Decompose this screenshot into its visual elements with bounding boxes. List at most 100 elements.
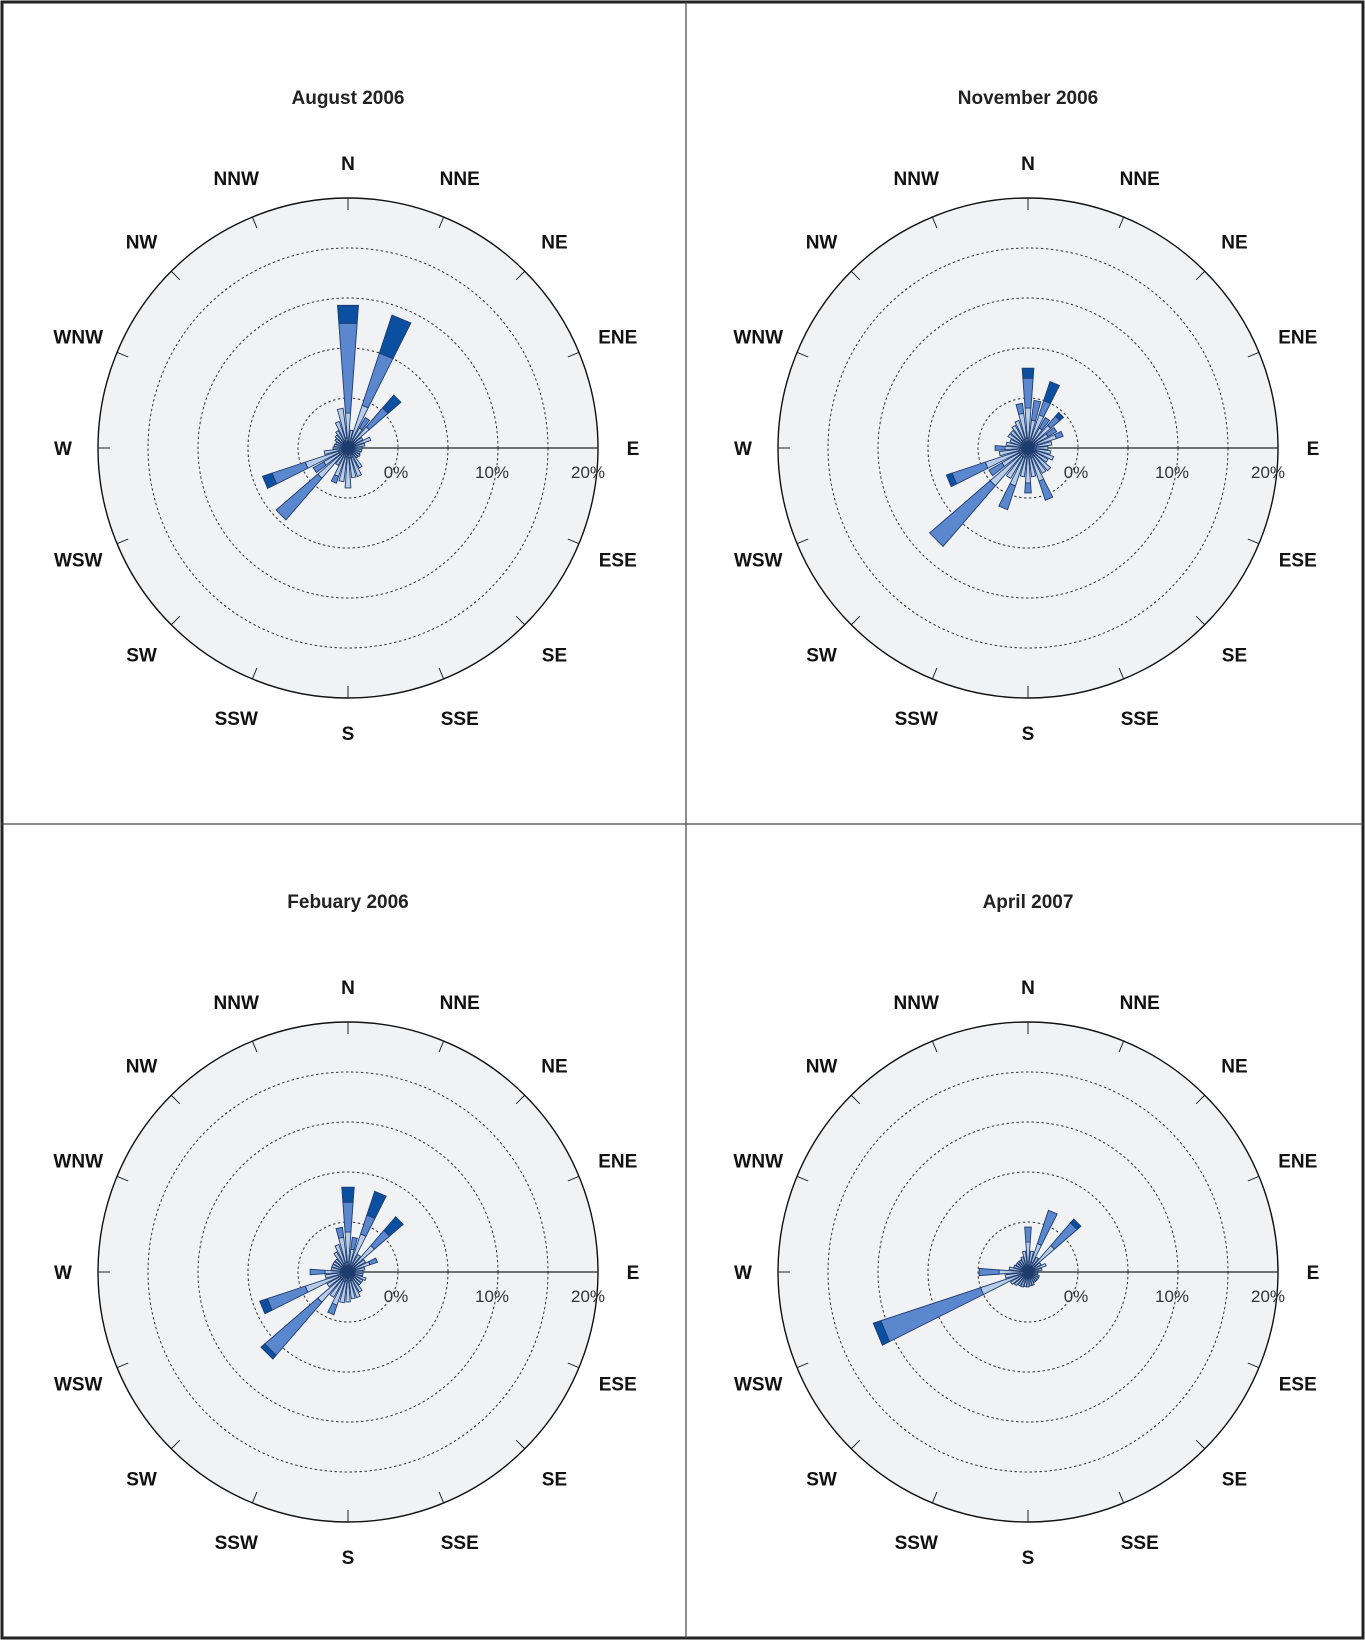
rim-tick [796,1362,809,1369]
rim-tick [170,270,181,281]
wind-sector-segment [383,1216,404,1237]
direction-label-s: S [1022,724,1035,745]
wind-sector-segment [1009,1274,1024,1285]
rim-tick [438,667,445,680]
wind-sector-segment [350,456,363,478]
wind-sector-segment [261,472,278,490]
direction-label-ene: ENE [598,1151,637,1172]
wind-sector-segment [330,1266,342,1272]
panel-title: April 2007 [983,892,1074,913]
wind-sector-segment [333,1251,345,1267]
wind-sector-segment [275,473,323,521]
wind-rose-panel-2: November 2006 N NNE NE ENE E ESE SE SSE S SSW SW WSW… [733,88,1319,745]
rim-tick [850,1094,861,1105]
rim-tick [251,667,258,680]
direction-label-sse: SSE [441,1533,479,1554]
wind-sector-segment [327,1302,338,1316]
wind-sector-segment [1054,430,1064,440]
radial-tick-label: 20% [571,463,605,482]
wind-sector-segment [1036,441,1053,448]
direction-label-wnw: WNW [733,1151,783,1172]
wind-sector-segment [1007,433,1023,445]
rim-tick [251,216,258,229]
direction-label-sw: SW [126,1469,157,1490]
direction-label-ene: ENE [1278,1151,1317,1172]
wind-sector-segment [994,445,1006,451]
wind-sector-segment [326,1275,342,1288]
direction-label-w: W [54,1263,72,1284]
rim-tick [567,1175,580,1182]
direction-label-w: W [734,1263,752,1284]
wind-sector-segment [324,1272,341,1279]
radial-tick-label: 20% [1251,1287,1285,1306]
wind-sector-segment [1020,1276,1027,1288]
panel-title: November 2006 [958,88,1098,109]
direction-label-s: S [342,1548,355,1569]
wind-sector-segment [1023,1277,1028,1288]
direction-label-ne: NE [541,1057,567,1078]
direction-label-s: S [1022,1548,1035,1569]
wind-sector-segment [1015,1262,1024,1270]
wind-sector-segment [1024,482,1032,494]
wind-sector-segment [998,483,1016,511]
wind-sector-segment [1036,1209,1058,1246]
direction-label-sw: SW [806,645,837,666]
wind-sector-segment [353,1270,364,1274]
wind-sector-segment [334,1243,346,1265]
rim-tick [1195,1439,1206,1450]
direction-label-ne: NE [1221,1057,1247,1078]
wind-sector-segment [1029,1275,1037,1284]
wind-sector-segment [1005,441,1021,448]
wind-sector-segment [348,1280,356,1300]
wind-sector-segment [378,314,412,360]
wind-sector-segment [1021,367,1035,379]
wind-sector-segment [1069,1218,1082,1231]
radial-tick-label: 0% [1064,1287,1089,1306]
direction-label-wnw: WNW [53,1151,103,1172]
wind-sector-segment [333,443,343,448]
wind-sector-segment [1031,1273,1040,1281]
direction-label-wnw: WNW [733,327,783,348]
wind-sector-segment [339,1280,348,1304]
rim-tick [1247,351,1260,358]
wind-sector-segment [351,451,359,459]
wind-sector-segment [334,438,344,446]
wind-sector-segment [1018,1259,1026,1268]
panels: August 2006NNNENEENEEESESESSESSSWSWWSWWW… [53,88,1319,1569]
rim-tick [1195,270,1206,281]
wind-sector-segment [945,472,958,488]
direction-label-n: N [1021,154,1035,175]
wind-sector-segment [348,429,354,443]
wind-sector-segment [1020,1256,1027,1268]
wind-sector-segment [1009,429,1024,444]
wind-sector-segment [1045,427,1058,438]
rim-tick [251,1040,258,1053]
wind-sector-segment [345,1281,351,1303]
wind-sector-segment [1013,1275,1025,1287]
wind-sector-segment [334,434,345,445]
wind-sector-segment [382,394,402,414]
wind-sector-segment [1032,1262,1042,1270]
radial-tick-label: 10% [475,463,509,482]
rim-tick [796,1175,809,1182]
wind-sector-segment [352,448,363,453]
wind-sector-segment [1033,1267,1043,1272]
wind-sector-segment [1028,1277,1033,1287]
direction-label-sse: SSE [441,709,479,730]
wind-sector-segment [323,448,340,455]
direction-label-e: E [1307,439,1320,460]
wind-sector-segment [336,407,348,439]
rim-tick [850,270,861,281]
wind-sector-segment [348,457,357,479]
wind-sector-segment [367,1257,379,1266]
wind-rose-panel-4: April 2007 N NNE NE ENE E ESE SE SSE S SSW SW WSW W WN… [733,892,1319,1569]
rim-tick [170,1094,181,1105]
wind-sector-segment [1038,416,1051,431]
direction-label-sw: SW [126,645,157,666]
wind-sector-segment [1014,419,1026,441]
rim-tick [567,1362,580,1369]
wind-sector-segment [354,1266,366,1272]
